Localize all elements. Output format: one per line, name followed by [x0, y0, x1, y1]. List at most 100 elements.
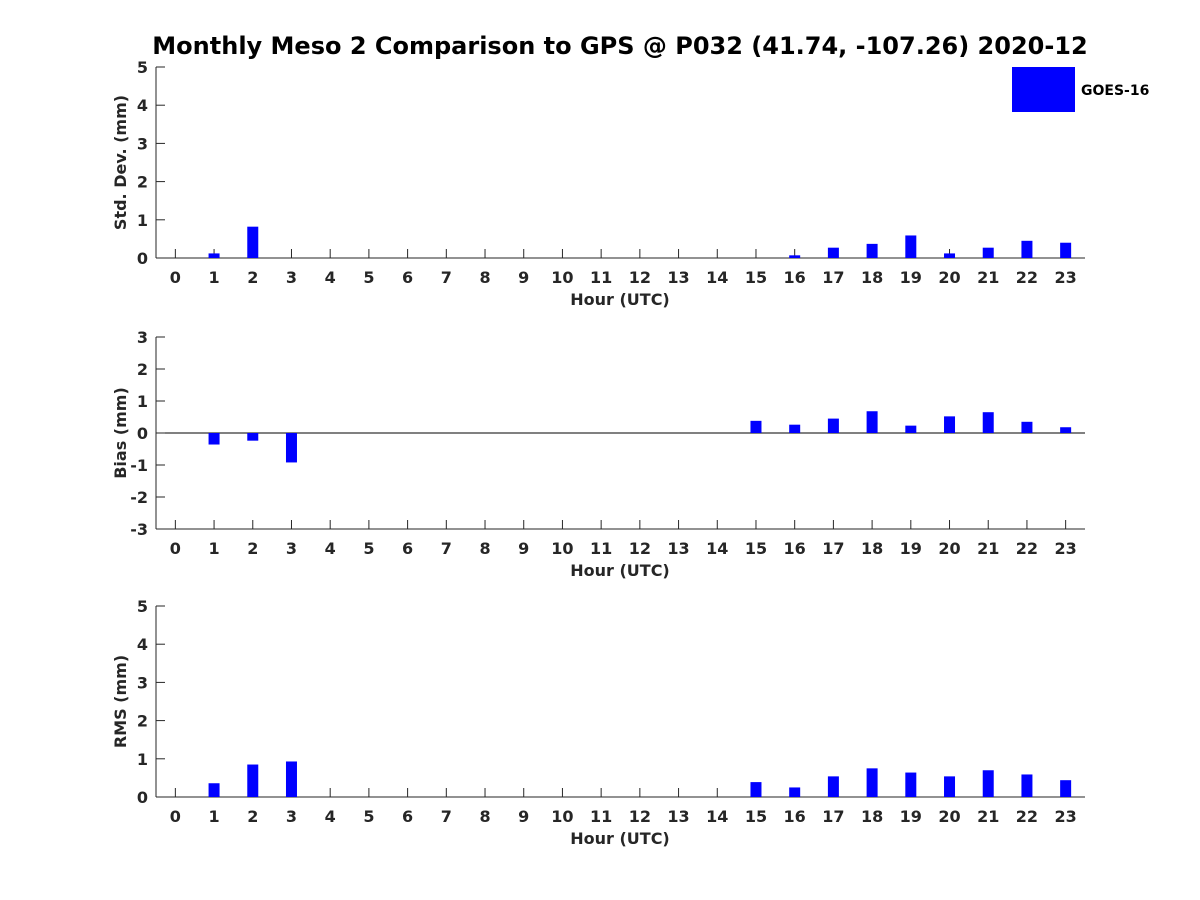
- x-tick-label: 5: [363, 268, 374, 287]
- x-tick-label: 22: [1016, 539, 1038, 558]
- y-tick-label: 2: [137, 173, 148, 192]
- x-tick-label: 18: [861, 807, 883, 826]
- y-tick-label: -2: [130, 488, 148, 507]
- x-tick-label: 9: [518, 268, 529, 287]
- x-tick-label: 23: [1055, 268, 1077, 287]
- bar: [750, 420, 762, 433]
- x-tick-label: 1: [208, 268, 219, 287]
- bar: [789, 255, 801, 258]
- x-tick-label: 8: [479, 539, 490, 558]
- x-tick-label: 4: [325, 539, 336, 558]
- bar: [982, 770, 994, 797]
- x-tick-label: 14: [706, 539, 728, 558]
- bar: [982, 412, 994, 433]
- x-tick-label: 11: [590, 807, 612, 826]
- x-tick-label: 1: [208, 807, 219, 826]
- bar: [789, 787, 801, 797]
- x-tick-label: 13: [667, 539, 689, 558]
- y-axis-label: Std. Dev. (mm): [111, 95, 130, 230]
- x-tick-label: 7: [441, 539, 452, 558]
- x-tick-label: 11: [590, 268, 612, 287]
- bar: [866, 243, 878, 258]
- x-tick-label: 12: [629, 268, 651, 287]
- x-tick-label: 1: [208, 539, 219, 558]
- x-tick-label: 13: [667, 268, 689, 287]
- x-tick-label: 15: [745, 807, 767, 826]
- y-tick-label: 1: [137, 392, 148, 411]
- x-tick-label: 14: [706, 268, 728, 287]
- y-tick-label: 4: [137, 635, 148, 654]
- y-tick-label: 3: [137, 328, 148, 347]
- x-tick-label: 4: [325, 268, 336, 287]
- y-tick-label: 0: [137, 788, 148, 807]
- y-tick-label: 3: [137, 673, 148, 692]
- bar: [1060, 780, 1072, 797]
- x-tick-label: 17: [822, 539, 844, 558]
- x-tick-label: 17: [822, 268, 844, 287]
- bar: [208, 783, 220, 797]
- x-tick-label: 19: [900, 807, 922, 826]
- bar: [750, 782, 762, 797]
- bar: [827, 247, 839, 258]
- bar: [285, 433, 297, 463]
- bar: [1021, 240, 1033, 258]
- bar: [866, 768, 878, 797]
- x-tick-label: 21: [977, 268, 999, 287]
- y-tick-label: 2: [137, 360, 148, 379]
- x-tick-label: 21: [977, 807, 999, 826]
- y-tick-label: 0: [137, 249, 148, 268]
- bar: [905, 235, 917, 258]
- bar: [1021, 774, 1033, 797]
- bar: [982, 247, 994, 258]
- y-tick-label: 5: [137, 58, 148, 77]
- x-tick-label: 3: [286, 268, 297, 287]
- x-tick-label: 23: [1055, 539, 1077, 558]
- x-tick-label: 16: [784, 539, 806, 558]
- x-tick-label: 10: [551, 539, 573, 558]
- bar: [1060, 242, 1072, 258]
- x-tick-label: 3: [286, 539, 297, 558]
- bar: [247, 433, 259, 441]
- legend: GOES-16: [1012, 67, 1149, 112]
- bar: [789, 424, 801, 433]
- y-tick-label: 5: [137, 597, 148, 616]
- chart-title: Monthly Meso 2 Comparison to GPS @ P032 …: [152, 32, 1087, 60]
- x-tick-label: 19: [900, 268, 922, 287]
- bar: [827, 776, 839, 797]
- bar: [247, 226, 259, 258]
- x-tick-label: 16: [784, 807, 806, 826]
- x-tick-label: 9: [518, 539, 529, 558]
- x-tick-label: 15: [745, 268, 767, 287]
- x-axis-label: Hour (UTC): [570, 290, 670, 309]
- x-tick-label: 18: [861, 539, 883, 558]
- bar: [1060, 427, 1072, 433]
- bar: [285, 761, 297, 797]
- bar: [944, 776, 956, 797]
- bar: [1021, 421, 1033, 433]
- legend-swatch: [1012, 67, 1075, 112]
- x-tick-label: 8: [479, 268, 490, 287]
- x-tick-label: 2: [247, 539, 258, 558]
- bar: [905, 772, 917, 797]
- x-tick-label: 15: [745, 539, 767, 558]
- y-tick-label: 3: [137, 134, 148, 153]
- x-tick-label: 6: [402, 268, 413, 287]
- x-tick-label: 0: [170, 807, 181, 826]
- x-tick-label: 23: [1055, 807, 1077, 826]
- x-tick-label: 6: [402, 807, 413, 826]
- x-tick-label: 21: [977, 539, 999, 558]
- y-axis-label: RMS (mm): [111, 655, 130, 748]
- y-axis-label: Bias (mm): [111, 387, 130, 479]
- x-tick-label: 13: [667, 807, 689, 826]
- bar: [905, 425, 917, 433]
- x-tick-label: 2: [247, 807, 258, 826]
- y-tick-label: 1: [137, 211, 148, 230]
- bar: [208, 253, 220, 258]
- bar: [944, 253, 956, 258]
- y-tick-label: 1: [137, 750, 148, 769]
- bar: [944, 416, 956, 433]
- x-tick-label: 0: [170, 268, 181, 287]
